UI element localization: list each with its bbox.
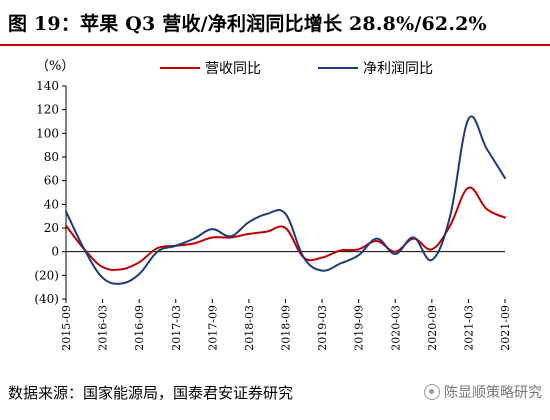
y-tick-label: (40) <box>34 292 59 306</box>
legend-label: 营收同比 <box>205 61 261 77</box>
watermark: 陈显顺策略研究 <box>424 382 542 402</box>
x-tick-label: 2020-03 <box>389 305 402 351</box>
y-tick-label: 80 <box>44 150 59 164</box>
wechat-logo-icon <box>424 384 440 400</box>
y-tick-label: 140 <box>36 79 59 93</box>
series-layer <box>65 115 506 285</box>
watermark-text: 陈显顺策略研究 <box>444 385 542 401</box>
figure-title: 图 19：苹果 Q3 营收/净利润同比增长 28.8%/62.2% <box>8 13 487 35</box>
chart-container: (40) (20) 0 20 40 60 80 100 120 140 2015-09 2016-03… <box>0 46 550 368</box>
figure-header: 图 19：苹果 Q3 营收/净利润同比增长 28.8%/62.2% <box>0 0 550 46</box>
x-tick-label: 2018-03 <box>243 305 256 351</box>
series-line-net-profit-yoy <box>65 115 506 285</box>
x-tick-label: 2021-03 <box>462 305 475 351</box>
x-tick-label: 2017-09 <box>206 305 219 351</box>
x-tick-label: 2019-03 <box>316 305 329 351</box>
y-tick-label: 60 <box>44 174 59 188</box>
legend: 营收同比 净利润同比 <box>160 61 433 77</box>
y-tick-label: 20 <box>44 221 59 235</box>
y-tick-label: 120 <box>36 103 59 117</box>
y-axis-unit-label: （%） <box>36 59 74 74</box>
y-tick-label: 100 <box>36 126 59 140</box>
x-tick-label: 2015-09 <box>60 305 73 351</box>
y-tick-label: 40 <box>44 197 59 211</box>
x-tick-label: 2020-09 <box>426 305 439 351</box>
x-tick-label: 2019-09 <box>353 305 366 351</box>
x-tick-label: 2016-09 <box>133 305 146 351</box>
y-tick-label: 0 <box>51 245 59 259</box>
x-tick-label: 2021-09 <box>499 305 512 351</box>
source-note: 数据来源：国家能源局，国泰君安证券研究 <box>8 384 294 402</box>
axes-layer: (40) (20) 0 20 40 60 80 100 120 140 2015-09 2016-03… <box>34 79 512 351</box>
y-tick-label: (20) <box>34 268 59 282</box>
x-tick-label: 2018-09 <box>280 305 293 351</box>
x-tick-label: 2016-03 <box>97 305 110 351</box>
legend-label: 净利润同比 <box>363 61 433 77</box>
x-tick-label: 2017-03 <box>170 305 183 351</box>
series-line-revenue-yoy <box>65 186 506 271</box>
line-chart: (40) (20) 0 20 40 60 80 100 120 140 2015-09 2016-03… <box>34 59 512 351</box>
